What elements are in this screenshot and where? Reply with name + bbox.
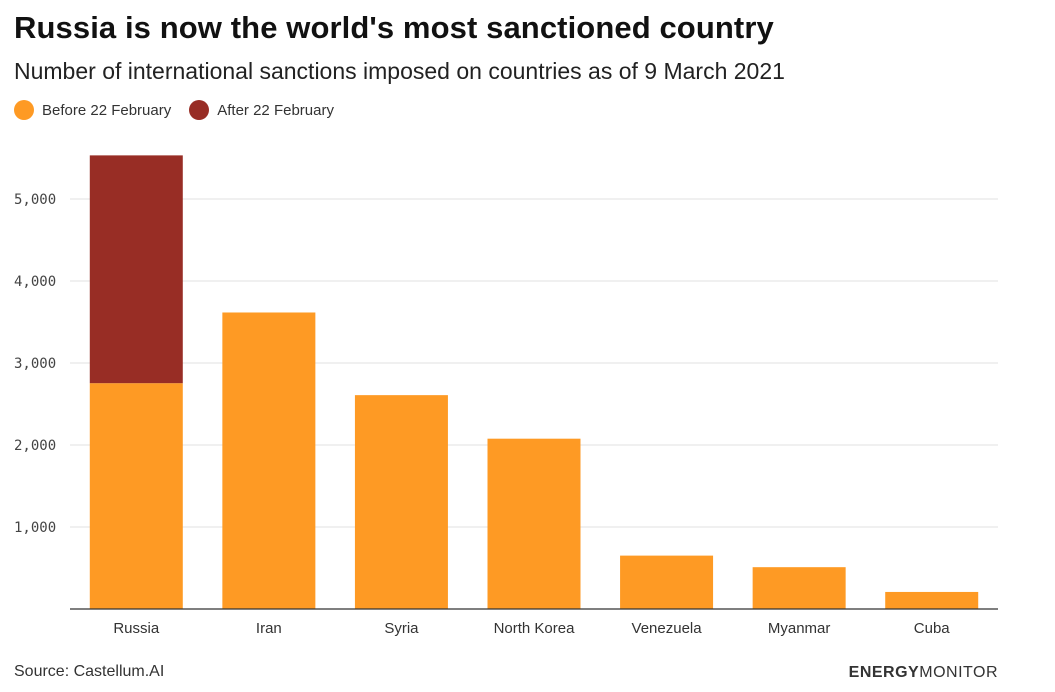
bar-venezuela-before: [620, 555, 714, 609]
bar-iran-before: [222, 312, 316, 609]
x-tick-label-myanmar: Myanmar: [768, 620, 831, 637]
x-tick-label-syria: Syria: [384, 620, 419, 637]
legend-swatch-after: [189, 100, 210, 120]
x-tick-label-cuba: Cuba: [914, 620, 951, 637]
y-tick-label-3000: 3,000: [14, 356, 56, 372]
y-tick-label-4000: 4,000: [14, 274, 56, 290]
x-tick-label-iran: Iran: [256, 620, 282, 637]
y-tick-label-2000: 2,000: [14, 438, 56, 454]
bar-russia-after: [89, 155, 183, 384]
chart-subtitle: Number of international sanctions impose…: [14, 58, 785, 84]
legend-label-before: Before 22 February: [42, 101, 172, 119]
bar-russia-before: [89, 383, 183, 609]
legend: Before 22 February After 22 February: [14, 100, 352, 120]
legend-item-before: Before 22 February: [14, 100, 171, 120]
brand-logo: ENERGYMONITOR: [849, 664, 998, 682]
legend-item-after: After 22 February: [189, 100, 334, 120]
legend-swatch-before: [14, 100, 34, 120]
x-tick-label-russia: Russia: [113, 620, 160, 637]
bar-north-korea-before: [487, 438, 581, 609]
source-note: Source: Castellum.AI: [14, 663, 165, 680]
bar-syria-before: [354, 395, 448, 609]
y-tick-label-5000: 5,000: [14, 192, 56, 208]
chart-title: Russia is now the world's most sanctione…: [14, 10, 774, 45]
bar-cuba-before: [885, 591, 979, 609]
brand-part-1: ENERGY: [848, 664, 920, 681]
x-tick-label-venezuela: Venezuela: [632, 620, 703, 637]
brand-part-2: MONITOR: [919, 664, 998, 681]
y-tick-label-1000: 1,000: [14, 520, 56, 536]
x-tick-label-north-korea: North Korea: [494, 620, 576, 637]
legend-label-after: After 22 February: [217, 101, 334, 119]
bar-myanmar-before: [752, 567, 846, 609]
